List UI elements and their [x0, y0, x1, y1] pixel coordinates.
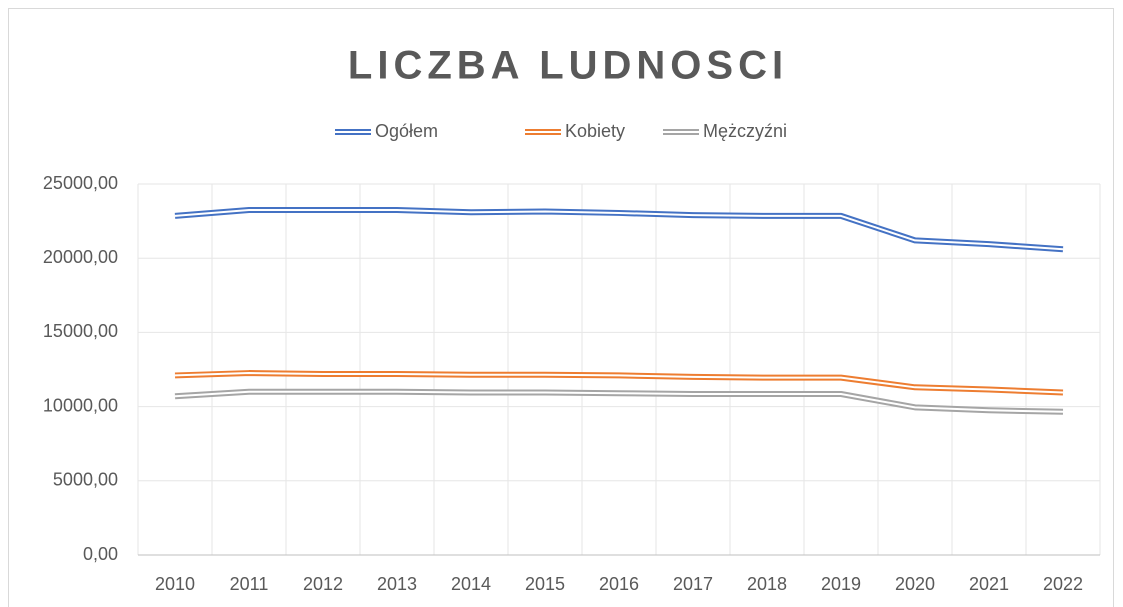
y-tick-label: 0,00: [83, 544, 118, 564]
series-line-inner: [174, 390, 1064, 413]
series-line-inner: [174, 208, 1064, 251]
x-tick-label: 2022: [1043, 574, 1083, 594]
y-tick-label: 20000,00: [43, 247, 118, 267]
x-tick-label: 2018: [747, 574, 787, 594]
x-tick-label: 2015: [525, 574, 565, 594]
x-tick-label: 2020: [895, 574, 935, 594]
chart-frame: [8, 8, 1114, 607]
legend-label: Mężczyźni: [703, 121, 787, 141]
x-tick-label: 2012: [303, 574, 343, 594]
x-tick-label: 2010: [155, 574, 195, 594]
x-tick-label: 2019: [821, 574, 861, 594]
y-tick-label: 25000,00: [43, 173, 118, 193]
x-tick-label: 2017: [673, 574, 713, 594]
y-tick-label: 15000,00: [43, 321, 118, 341]
legend-label: Ogółem: [375, 121, 438, 141]
x-tick-label: 2021: [969, 574, 1009, 594]
legend-label: Kobiety: [565, 121, 625, 141]
chart-title: LICZBA LUDNOSCI: [348, 44, 788, 88]
x-tick-label: 2011: [230, 574, 269, 594]
series-line-inner: [174, 372, 1064, 394]
x-tick-label: 2016: [599, 574, 639, 594]
x-tick-label: 2013: [377, 574, 417, 594]
y-tick-label: 5000,00: [53, 470, 118, 490]
x-tick-label: 2014: [451, 574, 491, 594]
y-tick-label: 10000,00: [43, 395, 118, 415]
